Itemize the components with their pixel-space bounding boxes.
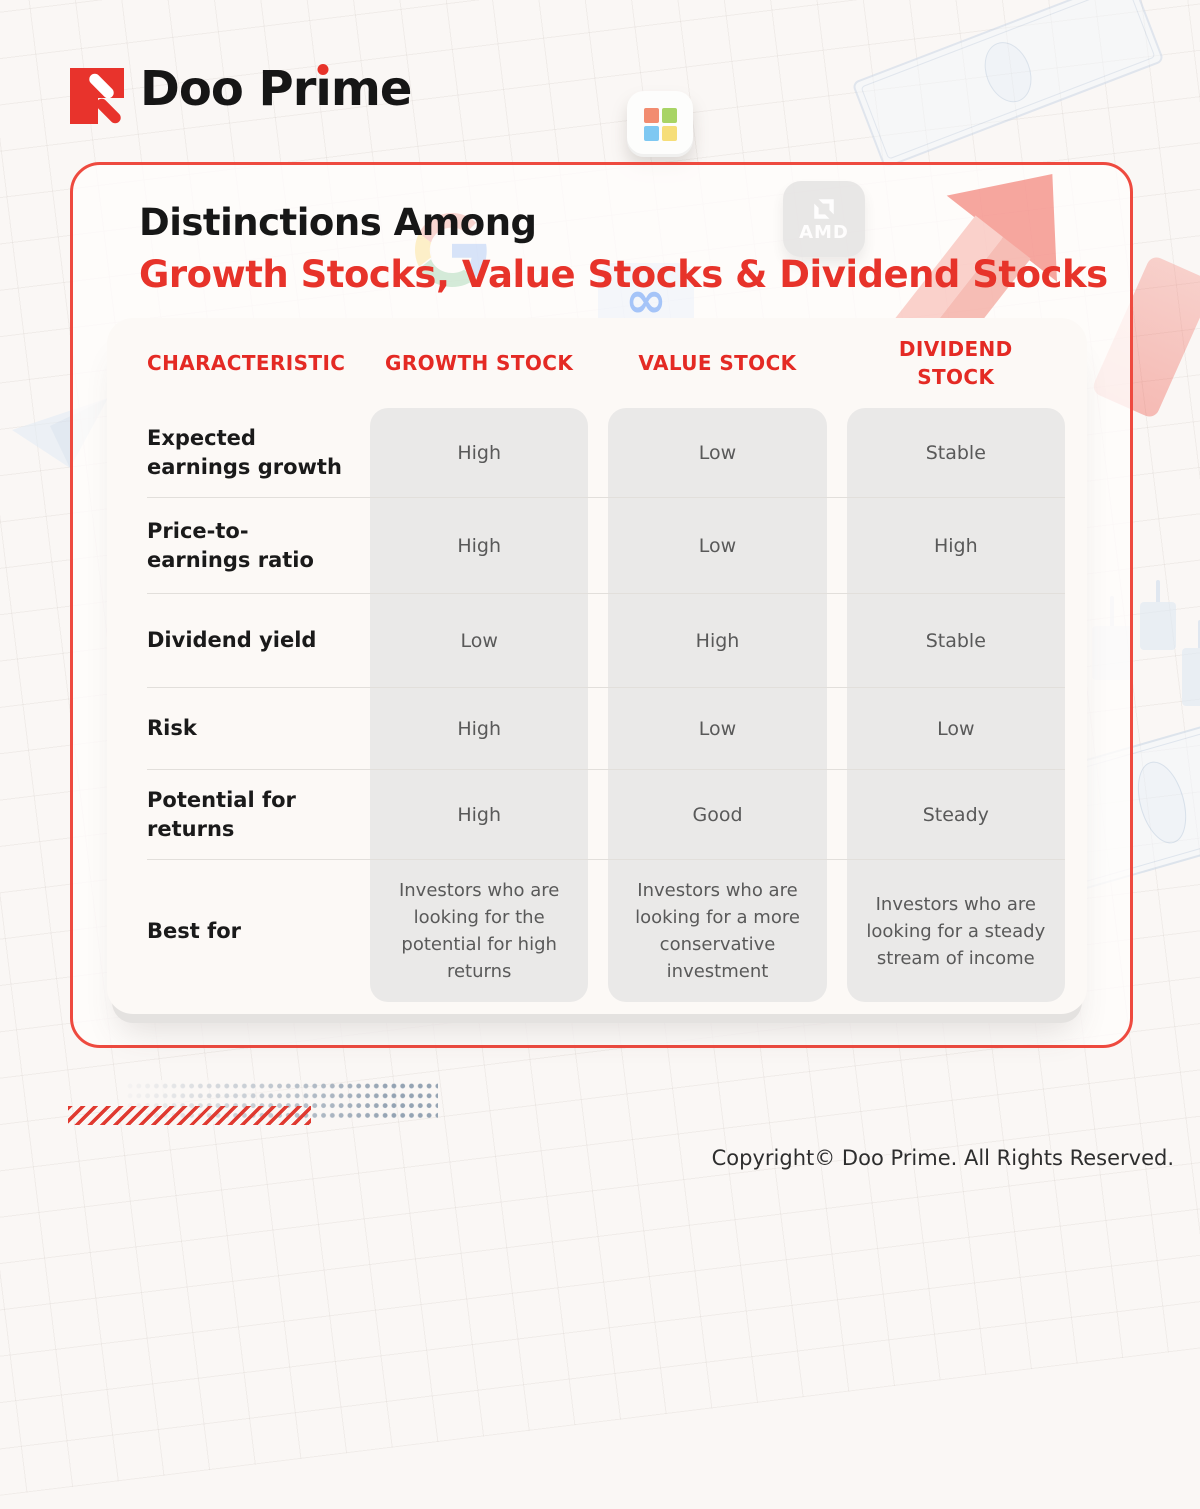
table-row: Risk High Low Low [147,688,1065,770]
dividend-stock-cell: Stable [846,594,1065,687]
doo-prime-logo-icon [70,68,124,126]
title-line-2: Growth Stocks, Value Stocks & Dividend S… [139,253,1108,296]
page-title: Distinctions Among Growth Stocks, Value … [139,197,1130,301]
table-row: Dividend yield Low High Stable [147,594,1065,688]
dividend-stock-cell: Low [846,688,1065,769]
table-header-row: CHARACTERISTIC GROWTH STOCK VALUE STOCK … [147,318,1065,408]
column-header-characteristic: CHARACTERISTIC [147,351,346,375]
row-label: Potential for returns [147,788,296,841]
value-stock-cell: Low [608,408,827,497]
microsoft-logo-icon [627,91,693,157]
brand-logotype: Doo Prıme [140,61,412,117]
dividend-stock-cell: Stable [846,408,1065,497]
title-line-1: Distinctions Among [139,201,537,244]
row-label: Price-to- earnings ratio [147,519,314,572]
google-logo-icon [415,213,489,287]
row-label: Expected earnings growth [147,426,342,479]
table-row: Potential for returns High Good Steady [147,770,1065,860]
row-label: Dividend yield [147,628,317,653]
content-card: ∞ AMD Distinctions Among Growth Stocks, … [70,162,1133,1048]
row-label: Risk [147,716,197,741]
column-header-dividend-stock: DIVIDEND STOCK [898,337,1013,389]
growth-stock-cell: Investors who are looking for the potent… [370,860,589,1002]
comparison-table: CHARACTERISTIC GROWTH STOCK VALUE STOCK … [107,318,1087,1014]
value-stock-cell: Low [608,688,827,769]
table-row: Expected earnings growth High Low Stable [147,408,1065,498]
growth-stock-cell: High [370,408,589,497]
growth-stock-cell: High [370,688,589,769]
growth-stock-cell: High [370,770,589,859]
table-row: Price-to- earnings ratio High Low High [147,498,1065,594]
value-stock-cell: Investors who are looking for a more con… [608,860,827,1002]
column-header-value-stock: VALUE STOCK [638,351,797,375]
column-header-growth-stock: GROWTH STOCK [385,351,574,375]
dividend-stock-cell: Steady [846,770,1065,859]
growth-stock-cell: Low [370,594,589,687]
copyright-text: Copyright© Doo Prime. All Rights Reserve… [711,1146,1174,1170]
row-label: Best for [147,918,242,943]
value-stock-cell: Good [608,770,827,859]
amd-logo-icon: AMD [783,181,865,257]
growth-stock-cell: High [370,498,589,593]
value-stock-cell: Low [608,498,827,593]
striped-bar [68,1106,311,1125]
value-stock-cell: High [608,594,827,687]
dividend-stock-cell: High [846,498,1065,593]
dividend-stock-cell: Investors who are looking for a steady s… [846,860,1065,1002]
brand-header: Doo Prıme [70,61,412,126]
logo-red-dot-i: ı [315,61,331,117]
table-row: Best for Investors who are looking for t… [147,860,1065,1002]
